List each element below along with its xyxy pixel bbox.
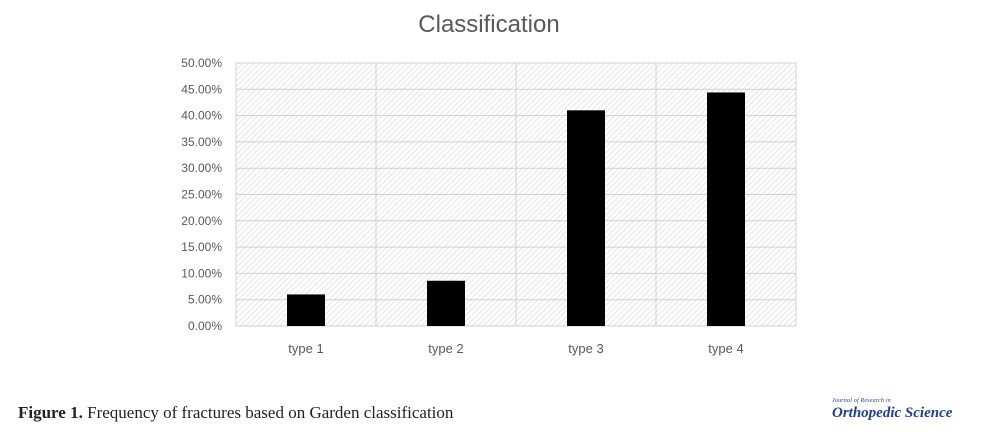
bar-chart: Classification 0.00% 5.00% 10.00% 15.00% 20.… <box>181 11 797 356</box>
gridlines <box>236 62 796 327</box>
y-tick-label: 10.00% <box>181 266 222 280</box>
y-tick-label: 40.00% <box>181 109 222 123</box>
y-tick-label: 20.00% <box>181 214 222 228</box>
y-tick-label: 50.00% <box>181 56 222 70</box>
figure-caption-label: Figure 1. <box>18 403 83 422</box>
x-axis-ticks: type 1 type 2 type 3 type 4 <box>288 341 743 356</box>
x-tick-label: type 3 <box>568 341 603 356</box>
y-tick-label: 30.00% <box>181 161 222 175</box>
chart-title: Classification <box>418 11 559 38</box>
y-tick-label: 15.00% <box>181 240 222 254</box>
y-tick-label: 0.00% <box>188 319 222 333</box>
bar-type-2 <box>427 280 465 326</box>
bar-type-1 <box>287 294 325 326</box>
y-tick-label: 5.00% <box>188 293 222 307</box>
journal-logo-line2: Orthopedic Science <box>832 405 953 421</box>
y-tick-label: 25.00% <box>181 188 222 202</box>
x-tick-label: type 1 <box>288 341 323 356</box>
figure-caption: Figure 1. Frequency of fractures based o… <box>18 403 453 423</box>
bars <box>287 92 745 327</box>
bar-type-3 <box>567 110 605 326</box>
x-tick-label: type 4 <box>708 341 743 356</box>
y-tick-label: 45.00% <box>181 82 222 96</box>
bar-type-4 <box>707 92 745 327</box>
journal-logo: Journal of Research in Orthopedic Scienc… <box>832 398 972 421</box>
y-axis-ticks: 0.00% 5.00% 10.00% 15.00% 20.00% 25.00% 30.00%… <box>181 56 222 333</box>
figure-caption-text: Frequency of fractures based on Garden c… <box>82 403 454 422</box>
journal-logo-line1: Journal of Research in <box>832 398 892 404</box>
y-tick-label: 35.00% <box>181 135 222 149</box>
x-tick-label: type 2 <box>428 341 463 356</box>
